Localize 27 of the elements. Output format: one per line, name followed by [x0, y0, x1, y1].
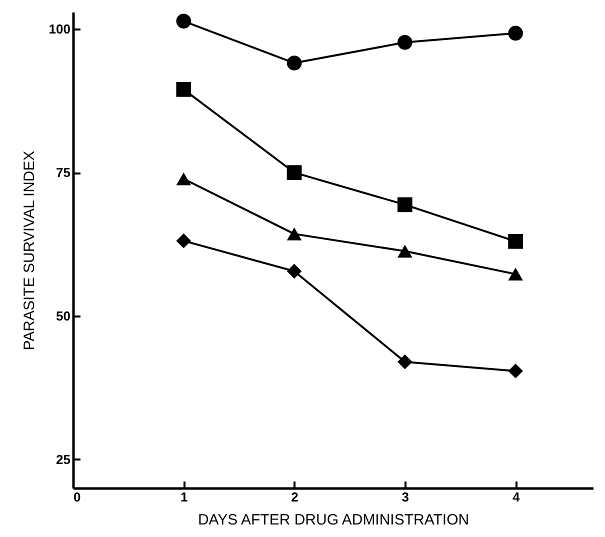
x-tick-label: 2 — [291, 490, 298, 504]
point — [286, 264, 302, 279]
point — [176, 14, 192, 29]
x-tick-label: 3 — [402, 490, 410, 504]
point — [398, 354, 412, 370]
x-axis-title: DAYS AFTER DRUG ADMINISTRATION — [198, 512, 470, 528]
y-axis-title: PARASITE SURVIVAL INDEX — [20, 150, 38, 350]
point — [508, 26, 523, 41]
point — [286, 56, 302, 70]
point — [508, 268, 523, 281]
y-tick-label: 50 — [56, 308, 70, 324]
point — [176, 172, 192, 186]
x-tick-label: 4 — [512, 490, 520, 504]
point — [398, 197, 412, 212]
x-tick-label: 0 — [74, 490, 81, 504]
y-tick-label: 25 — [56, 452, 70, 467]
point — [398, 34, 412, 50]
point — [286, 165, 302, 180]
point — [508, 234, 523, 249]
point — [286, 228, 302, 240]
point — [398, 244, 412, 258]
y-tick-label: 75 — [56, 165, 70, 180]
point — [176, 233, 192, 248]
y-tick-label: 100 — [48, 22, 70, 37]
point — [508, 364, 523, 378]
x-tick-label: 1 — [180, 490, 188, 504]
point — [176, 82, 192, 97]
